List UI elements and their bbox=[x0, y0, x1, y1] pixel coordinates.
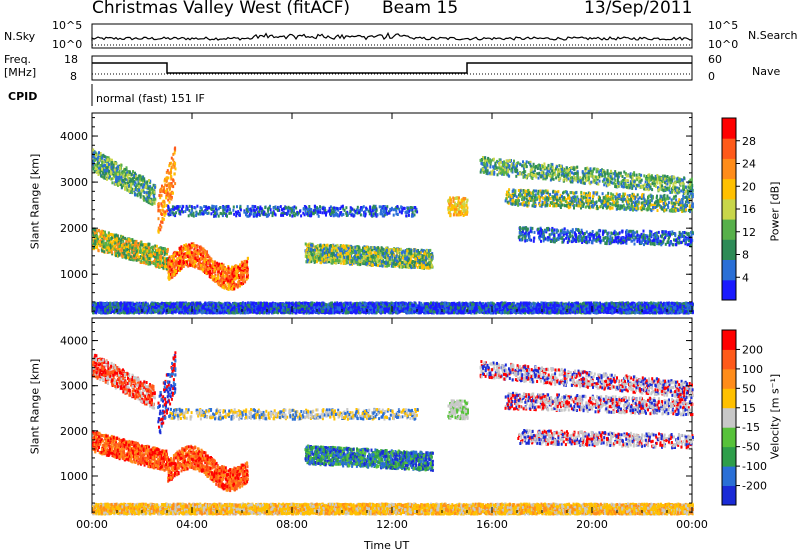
echo-cell bbox=[350, 311, 352, 314]
echo-cell bbox=[465, 302, 467, 305]
echo-cell bbox=[202, 306, 204, 309]
echo-cell bbox=[258, 302, 260, 305]
echo-cell bbox=[348, 311, 350, 314]
echo-cell bbox=[513, 302, 515, 305]
echo-cell bbox=[593, 309, 595, 312]
echo-cell bbox=[644, 302, 646, 305]
echo-cell bbox=[448, 307, 450, 310]
nsky-series bbox=[92, 33, 692, 41]
echo-cell bbox=[590, 305, 592, 308]
echo-cell bbox=[95, 311, 97, 314]
echo-cell bbox=[276, 311, 278, 314]
echo-cell bbox=[444, 302, 446, 305]
echo-cell bbox=[97, 305, 99, 308]
radar-chart: 1000200030004000100020003000400000:00 04:… bbox=[0, 0, 800, 554]
echo-cell bbox=[228, 311, 230, 314]
echo-cell bbox=[396, 311, 398, 314]
power-ground-band bbox=[92, 301, 694, 314]
freq-series bbox=[92, 63, 692, 73]
freq-strip bbox=[92, 56, 692, 80]
echo-cell bbox=[207, 302, 209, 305]
echo-cell bbox=[391, 302, 393, 305]
echo-cell bbox=[193, 303, 195, 306]
echo-cell bbox=[499, 306, 501, 309]
nsky-strip bbox=[92, 24, 692, 48]
